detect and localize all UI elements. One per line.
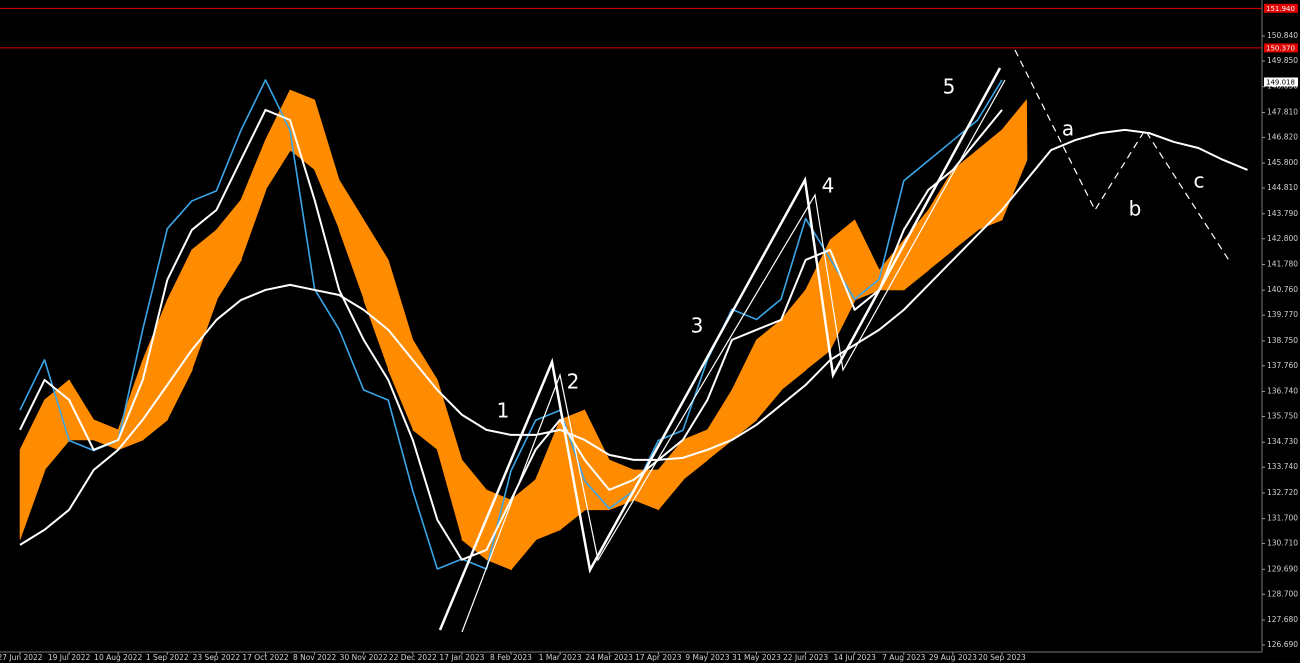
y-tick-label: 143.790 [1267,209,1298,218]
y-tick-label: 139.770 [1267,310,1298,319]
y-tick-label: 141.780 [1267,259,1298,268]
wave-label: 2 [567,370,580,394]
cloud-segment [731,339,758,441]
y-tick-label: 144.810 [1267,183,1298,192]
wave-label: 1 [497,399,510,423]
x-tick-label: 1 Mar 2023 [539,653,582,662]
x-tick-label: 27 Jun 2022 [0,653,43,662]
x-tick-label: 24 Mar 2023 [585,653,633,662]
y-tick-label: 140.760 [1267,285,1298,294]
y-tick-label: 133.740 [1267,462,1298,471]
price-tag-label: 151.940 [1266,5,1295,13]
cloud-segment [780,289,807,391]
wave-label: 4 [822,174,835,198]
x-tick-label: 17 Apr 2023 [635,653,682,662]
price-tag-label: 149.018 [1266,78,1295,86]
x-tick-label: 23 Sep 2022 [193,653,241,662]
y-tick-label: 142.800 [1267,234,1298,243]
y-tick-label: 126.690 [1267,640,1298,649]
projection [1014,49,1231,263]
y-tick-label: 131.700 [1267,514,1298,523]
price-tag [1264,77,1298,87]
y-tick-label: 138.750 [1267,336,1298,345]
wave-label: b [1129,197,1142,221]
y-tick-label: 135.750 [1267,412,1298,421]
cloud-segment [1001,99,1028,220]
cloud-segment [535,419,561,541]
cloud-segment [756,319,782,421]
x-tick-label: 30 Nov 2022 [340,653,388,662]
plot-area [19,79,1248,571]
y-tick-label: 127.680 [1267,615,1298,624]
cloud-segment [216,199,242,302]
x-tick-label: 7 Aug 2023 [882,653,925,662]
y-tick-label: 130.710 [1267,539,1298,548]
price-tag [1264,3,1298,13]
wave-label: 5 [943,75,956,99]
cloud-segment [240,139,267,261]
x-tick-label: 22 Dec 2022 [389,653,437,662]
x-tick-label: 17 Oct 2022 [242,653,289,662]
wave-count [438,67,1002,631]
price-tag [1264,43,1298,53]
cloud-segment [142,299,169,441]
wave-label: a [1062,117,1074,141]
price-tag-label: 150.370 [1266,44,1295,52]
x-tick-label: 9 May 2023 [685,653,729,662]
y-tick-label: 150.840 [1267,31,1298,40]
y-tick-label: 145.800 [1267,158,1298,167]
y-tick-label: 128.700 [1267,589,1298,598]
x-tick-label: 22 Jun 2023 [783,653,828,662]
x-tick-label: 8 Feb 2023 [490,653,532,662]
x-tick-label: 29 Aug 2023 [929,653,977,662]
y-tick-label: 136.740 [1267,387,1298,396]
x-tick-label: 20 Sep 2023 [978,653,1026,662]
y-tick-label: 134.730 [1267,437,1298,446]
x-tick-label: 10 Aug 2022 [94,653,142,662]
x-tick-label: 1 Sep 2022 [146,653,189,662]
y-tick-label: 132.720 [1267,488,1298,497]
cloud-segment [191,229,218,370]
wave-channel [461,79,1006,633]
cloud-segment [903,209,930,291]
cloud-segment [682,429,709,481]
y-tick-label: 146.820 [1267,132,1298,141]
x-tick-label: 31 May 2023 [732,653,781,662]
x-tick-label: 8 Nov 2022 [293,653,336,662]
wave-label: 3 [691,314,704,338]
wave-label: c [1194,169,1205,193]
cloud-segment [977,129,1003,231]
y-tick-label: 149.850 [1267,56,1298,65]
x-tick-label: 14 Jul 2023 [833,653,876,662]
y-tick-label: 137.760 [1267,361,1298,370]
x-tick-label: 19 Jul 2022 [48,653,91,662]
cloud-segment [19,399,46,540]
y-tick-label: 147.810 [1267,107,1298,116]
x-tick-label: 17 Jan 2023 [439,653,484,662]
cloud-segment [928,168,954,271]
series-line [19,108,1003,561]
series-line [19,128,1248,546]
y-tick-label: 129.690 [1267,564,1298,573]
